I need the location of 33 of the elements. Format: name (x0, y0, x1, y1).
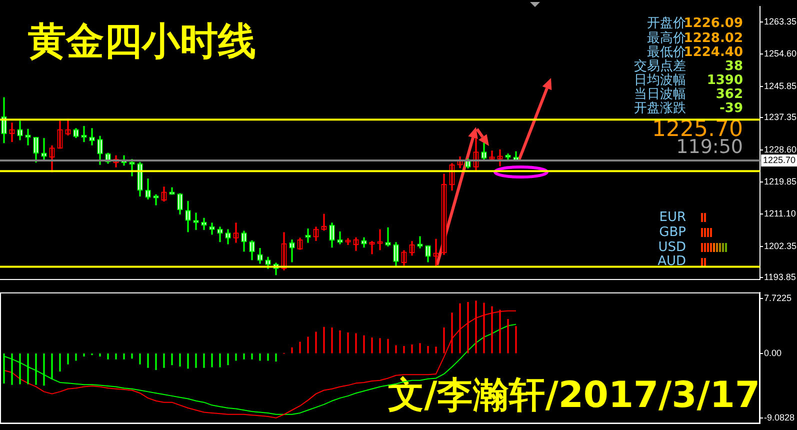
ref-line-label: 1225.70 (763, 154, 796, 165)
y-tick-label: 1211.10 (764, 208, 796, 219)
annotation: 1226.09 (684, 16, 743, 31)
annotation: AUD (658, 254, 686, 269)
annotation: EUR (659, 210, 686, 225)
annotation: 开盘价 (647, 16, 686, 31)
y-tick-label: 1202.35 (764, 240, 797, 251)
annotation: 当日波幅 (634, 86, 686, 102)
y-tick-label: 7.7225 (764, 293, 792, 304)
chart-title: 黄金四小时线 (28, 19, 256, 63)
y-tick-label: 1219.85 (764, 176, 797, 186)
y-tick-label: -9.0828 (764, 412, 795, 422)
y-tick-label: 1245.85 (764, 80, 797, 91)
annotation: 1390 (706, 72, 743, 88)
annotation: -39 (720, 100, 743, 116)
y-tick-label: 1237.35 (764, 112, 797, 122)
y-tick-label: 1228.60 (764, 144, 797, 154)
annotation: GBP (659, 224, 686, 240)
annotation: USD (658, 240, 686, 255)
annotation: 日均波幅 (634, 72, 686, 88)
annotation: 开盘涨跌 (634, 100, 686, 116)
annotation: 最低价 (647, 44, 686, 60)
y-tick-label: 1263.35 (764, 16, 797, 27)
annotation: 最高价 (647, 30, 686, 46)
annotation: 38 (724, 58, 743, 74)
annotation: 1228.02 (684, 30, 743, 46)
annotation: 文/李瀚轩/2017/3/17 (388, 375, 760, 416)
annotation: 1224.40 (684, 44, 743, 60)
annotation: 交易点差 (634, 58, 686, 74)
y-tick-label: 1254.60 (764, 48, 797, 59)
annotation: 362 (716, 86, 743, 102)
y-tick-label: 1193.85 (764, 272, 796, 282)
y-tick-label: 0.00 (764, 348, 782, 358)
